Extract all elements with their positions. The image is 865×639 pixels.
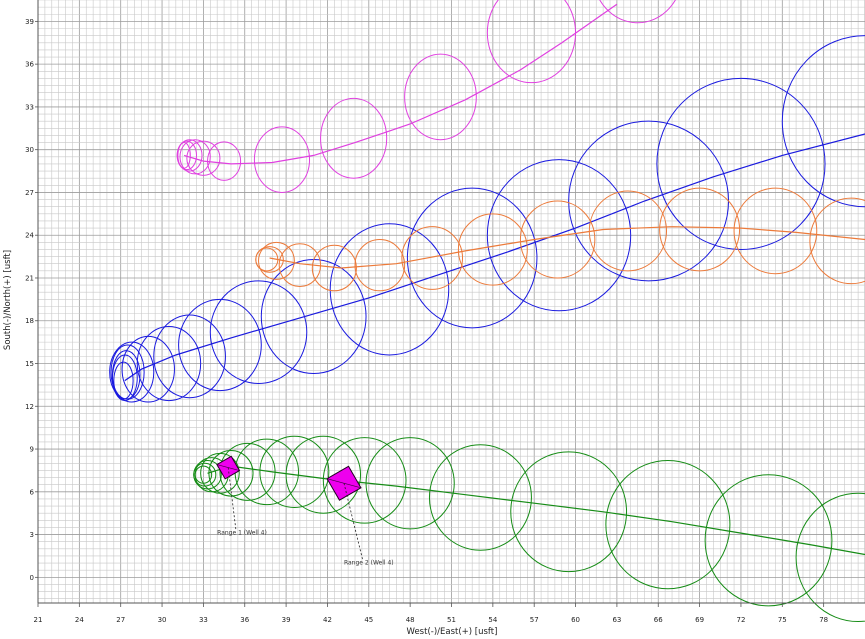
uncertainty-ellipse-orange [659,187,741,272]
uncertainty-ellipse-orange [311,244,357,292]
uncertainty-ellipse-orange [809,197,865,285]
x-tick-label: 63 [612,616,621,624]
uncertainty-ellipse-green [704,474,833,607]
uncertainty-ellipse-orange [278,243,322,288]
y-tick-label: 15 [25,360,34,368]
y-tick-label: 3 [30,531,34,539]
y-tick-label: 12 [25,403,34,411]
wellpath-line-magenta [183,3,618,165]
uncertainty-ellipse-blue [110,344,145,400]
uncertainty-ellipse-green [285,435,362,514]
grid [37,0,865,603]
uncertainty-ellipse-blue [209,280,308,384]
annotation-label-1: Range 1 (Well 4) [217,530,267,537]
uncertainty-ellipse-orange [258,241,295,280]
y-tick-label: 0 [30,574,34,582]
x-tick-label: 27 [116,616,125,624]
wellpath-line-green [207,465,865,556]
wellpath-line-orange [269,226,865,269]
uncertainty-ellipse-blue [656,77,826,250]
x-tick-label: 54 [488,616,497,624]
x-tick-label: 78 [819,616,828,624]
y-axis-title: South(-)/North(+) [usft] [3,250,13,350]
x-tick-label: 45 [364,616,373,624]
annotation-leader-2 [343,483,364,561]
uncertainty-ellipse-magenta [176,139,203,172]
x-tick-label: 30 [158,616,167,624]
x-tick-label: 48 [406,616,415,624]
y-tick-label: 21 [25,274,34,282]
uncertainty-ellipse-green [322,437,407,524]
uncertainty-ellipse-orange [519,200,596,279]
uncertainty-ellipse-orange [255,246,284,273]
uncertainty-ellipse-green [510,451,628,573]
uncertainty-ellipse-magenta [179,139,211,175]
x-tick-label: 75 [778,616,787,624]
uncertainty-ellipse-blue [109,341,155,403]
uncertainty-ellipse-green [259,435,330,508]
uncertainty-ellipse-green [795,492,865,623]
series-green [193,435,865,623]
x-tick-label: 69 [695,616,704,624]
x-tick-label: 42 [323,616,332,624]
uncertainty-ellipse-blue [178,298,262,392]
uncertainty-ellipse-blue [406,187,538,329]
x-tick-label: 21 [34,616,43,624]
x-tick-label: 39 [282,616,291,624]
y-tick-label: 33 [25,103,34,111]
x-tick-label: 72 [736,616,745,624]
uncertainty-ellipse-blue [329,223,450,356]
y-tick-label: 27 [25,189,34,197]
x-tick-label: 66 [654,616,663,624]
y-tick-label: 36 [25,61,34,69]
uncertainty-ellipse-blue [153,314,226,399]
x-axis-title: West(-)/East(+) [usft] [407,627,498,637]
y-tick-label: 30 [25,146,34,154]
x-tick-label: 57 [530,616,539,624]
x-tick-labels: 21 24 27 30 33 36 39 42 45 48 51 54 57 60 63 66 69 72 75 78 [34,603,828,624]
y-tick-label: 18 [25,317,34,325]
series-layer [109,0,865,623]
y-tick-label: 9 [30,446,34,454]
x-tick-label: 36 [240,616,249,624]
uncertainty-ellipse-magenta [599,0,676,24]
series-orange [255,187,865,292]
annotation-leader-1 [227,467,237,531]
uncertainty-ellipse-blue [136,325,202,402]
uncertainty-ellipse-magenta [186,140,221,176]
uncertainty-ellipse-blue [121,335,175,403]
uncertainty-ellipse-magenta [253,126,311,193]
x-tick-label: 24 [75,616,84,624]
uncertainty-ellipse-blue [486,159,632,312]
annotation-label-2: Range 2 (Well 4) [344,560,394,567]
series-magenta [176,0,676,193]
y-tick-label: 39 [25,18,34,26]
uncertainty-ellipse-green [605,459,731,590]
uncertainty-ellipse-orange [354,238,406,292]
x-tick-label: 51 [447,616,456,624]
uncertainty-ellipse-magenta [404,53,477,141]
y-tick-label: 6 [30,488,35,496]
wellpath-line-blue [124,133,865,382]
annotation-layer: Range 1 (Well 4) Range 2 (Well 4) [217,467,394,567]
x-tick-label: 60 [571,616,580,624]
x-tick-label: 33 [199,616,208,624]
uncertainty-ellipse-orange [733,187,818,275]
uncertainty-ellipse-magenta [320,97,388,179]
uncertainty-ellipse-orange [457,213,528,286]
uncertainty-ellipse-orange [401,226,464,290]
uncertainty-ellipse-green [428,444,532,551]
y-tick-label: 24 [25,232,34,240]
